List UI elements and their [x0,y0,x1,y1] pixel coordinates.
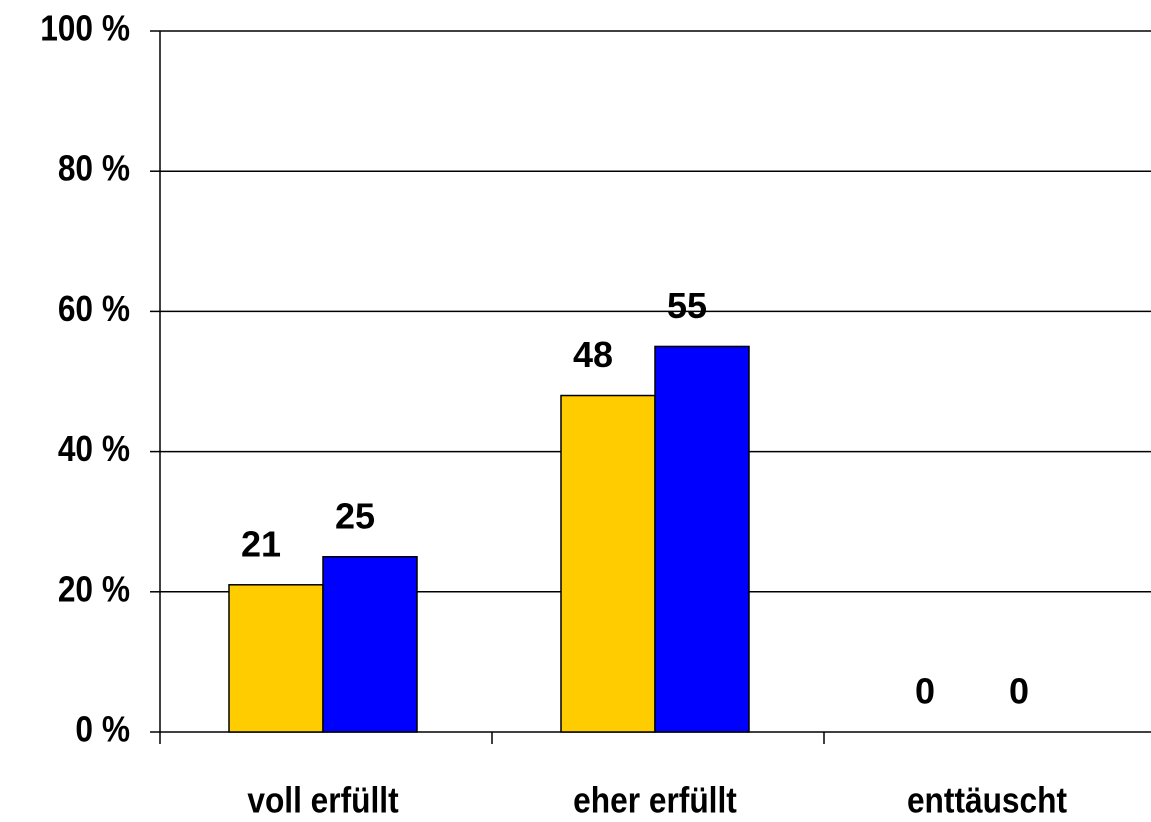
y-tick-label: 80 % [58,149,130,189]
data-label: 48 [573,334,613,375]
y-tick-label: 60 % [58,289,130,329]
x-tick-label: enttäuscht [907,781,1067,821]
bar [654,345,750,733]
data-label: 0 [1009,671,1029,712]
y-tick-label: 0 % [75,710,130,750]
bar [228,584,324,733]
y-tick-label: 20 % [58,569,130,609]
y-tick-label: 100 % [40,9,130,49]
data-label: 0 [915,671,935,712]
x-tick-label: eher erfüllt [573,781,737,821]
data-label: 55 [667,285,707,326]
bar [322,556,418,733]
data-label: 21 [241,523,281,564]
data-label: 25 [335,495,375,536]
bar [560,394,656,733]
y-tick-label: 40 % [58,429,130,469]
x-tick-label: voll erfüllt [247,781,398,821]
